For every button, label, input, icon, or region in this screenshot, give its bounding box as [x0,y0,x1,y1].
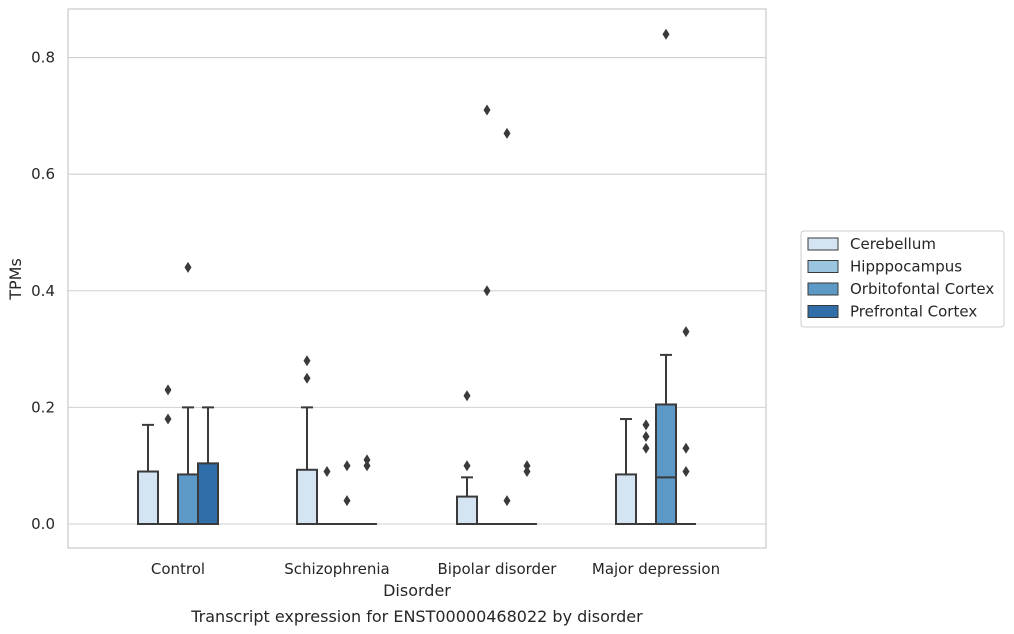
y-tick-label: 0.6 [31,165,55,183]
outlier-point [503,127,511,139]
outlier-point [682,442,690,454]
outlier-point [483,104,491,116]
outlier-point [463,390,471,402]
x-axis-ticks: Control Schizophrenia Bipolar disorder Majo… [151,560,720,578]
box-series [137,28,696,526]
x-tick-label: Bipolar disorder [438,560,558,578]
box-body [177,473,199,525]
y-tick-label: 0.2 [31,398,55,416]
legend-frame [800,230,1005,328]
y-tick-label: 0.4 [31,282,55,300]
legend-label: Prefrontal Cortex [850,303,977,321]
box-cerebellum [456,390,478,525]
box-prefrontal-cortex [357,454,377,525]
x-axis-label: Disorder [383,581,451,600]
outlier-point [164,384,172,396]
y-tick-label: 0.0 [31,515,55,533]
legend: Cerebellum Hipppocampus Orbitofontal Corte… [800,230,1005,328]
outlier-point [682,466,690,478]
box-orbitofontal-cortex [177,261,199,525]
outlier-point [363,460,371,472]
outlier-point [642,419,650,431]
box-hipppocampus [636,419,656,525]
outlier-point [343,495,351,507]
y-axis-ticks: 0.0 0.2 0.4 0.6 0.8 [31,49,55,533]
box-cerebellum [615,418,637,525]
y-tick-label: 0.8 [31,49,55,67]
box-hipppocampus [317,466,337,525]
outlier-point [303,372,311,384]
legend-label: Cerebellum [850,235,936,253]
x-tick-label: Major depression [592,560,720,578]
legend-label: Orbitofontal Cortex [850,280,994,298]
box-body [197,462,219,526]
box-prefrontal-cortex [676,326,696,525]
outlier-point [503,495,511,507]
legend-swatch [807,282,839,296]
box-cerebellum [296,355,318,525]
outlier-point [164,413,172,425]
outlier-point [323,466,331,478]
outlier-point [483,285,491,297]
outlier-point [184,261,192,273]
box-hipppocampus [158,384,178,525]
box-hipppocampus [477,104,497,525]
legend-swatch [807,260,839,273]
outlier-point [303,355,311,367]
outlier-point [523,460,531,472]
box-body [296,468,318,525]
box-orbitofontal-cortex [655,28,677,526]
box-orbitofontal-cortex [337,460,357,525]
outlier-point [662,28,670,40]
outlier-point [523,466,531,478]
box-body [655,403,677,526]
legend-swatch [807,237,839,251]
legend-swatch [807,305,839,318]
box-prefrontal-cortex [197,406,219,526]
box-orbitofontal-cortex [497,127,517,525]
outlier-point [463,460,471,472]
plot-frame [67,8,767,549]
box-body [137,470,159,525]
box-body [456,495,478,525]
outlier-point [343,460,351,472]
figure-caption: Transcript expression for ENST0000046802… [190,607,643,626]
outlier-point [682,326,690,338]
outlier-point [642,431,650,443]
box-body [615,473,637,525]
x-tick-label: Schizophrenia [284,560,389,578]
legend-label: Hipppocampus [850,258,962,276]
outlier-point [642,442,650,454]
outlier-point [363,454,371,466]
x-tick-label: Control [151,560,205,578]
y-axis-label: TPMs [6,258,25,301]
box-cerebellum [137,423,159,525]
box-prefrontal-cortex [517,460,537,525]
